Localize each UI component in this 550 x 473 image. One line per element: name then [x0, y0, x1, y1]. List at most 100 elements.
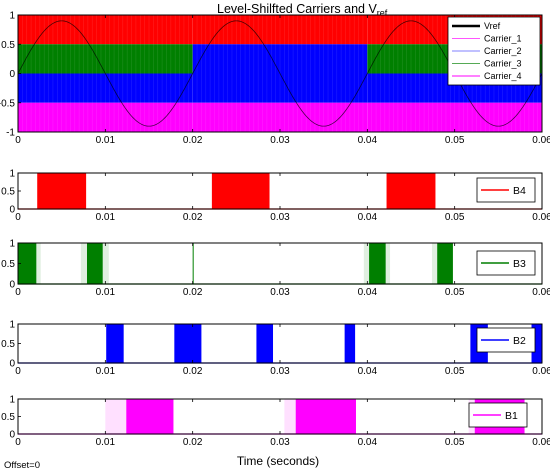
x-tick-label: 0.03 [270, 366, 290, 377]
y-tick-label: 0 [9, 205, 15, 216]
x-tick-label: 0.06 [532, 366, 550, 377]
legend-label: Vref [484, 21, 501, 31]
y-tick-label: 0 [9, 69, 15, 80]
x-tick-label: 0.05 [445, 287, 465, 298]
pulse-bar [126, 399, 174, 434]
x-tick-label: 0.02 [183, 135, 203, 146]
x-tick-label: 0 [15, 135, 21, 146]
pulse-halo [102, 243, 109, 284]
b1-panel: 0 0.01 0.02 0.03 0.04 0.05 0.06 1 0.5 0 B1 [1, 395, 550, 449]
legend: B2 [476, 327, 536, 353]
x-tick-label: 0.04 [358, 366, 378, 377]
pulse-halo [385, 243, 391, 284]
carrier-band [18, 73, 193, 103]
carrier-band [18, 102, 193, 132]
y-tick-label: 0.5 [1, 187, 15, 198]
x-tick-label: 0 [15, 287, 21, 298]
y-tick-label: 0.5 [1, 40, 15, 51]
b2-panel: 0 0.01 0.02 0.03 0.04 0.05 0.06 1 0.5 0 B2 [1, 320, 550, 378]
x-tick-label: 0.05 [445, 135, 465, 146]
x-tick-label: 0.05 [445, 437, 465, 448]
y-tick-label: 0 [9, 430, 15, 441]
x-tick-label: 0.03 [270, 135, 290, 146]
x-tick-label: 0.01 [96, 135, 116, 146]
legend-label: Carrier_1 [484, 34, 522, 44]
pulse-halo [80, 243, 87, 284]
legend: B3 [476, 250, 536, 276]
chart-title-main: Level-Shilfted Carriers and V [217, 2, 377, 16]
y-tick-label: -0.5 [0, 98, 15, 109]
pulse-bar [192, 243, 194, 284]
carrier-band [367, 102, 542, 132]
legend-label: B4 [513, 185, 526, 197]
plot-frame [17, 172, 543, 210]
x-tick-label: 0.05 [445, 366, 465, 377]
y-tick-label: 1 [9, 239, 15, 250]
x-tick-label: 0.06 [532, 287, 550, 298]
carrier-band [18, 44, 193, 74]
pulse-bar [86, 243, 103, 284]
x-tick-label: 0 [15, 366, 21, 377]
offset-label: Offset=0 [4, 460, 40, 471]
x-tick-label: 0.04 [358, 287, 378, 298]
legend-label: B1 [505, 410, 518, 422]
y-tick-label: 0.5 [1, 259, 15, 270]
carrier-band [192, 73, 368, 103]
x-tick-label: 0 [15, 437, 21, 448]
x-tick-label: 0 [15, 212, 21, 223]
x-tick-label: 0.01 [96, 287, 116, 298]
y-tick-label: -1 [6, 128, 15, 139]
pulse-halo [105, 399, 127, 434]
y-tick-label: 0 [9, 280, 15, 291]
legend-label: B3 [513, 258, 526, 270]
pulse-halo [284, 399, 296, 434]
x-tick-label: 0.06 [532, 437, 550, 448]
x-tick-label: 0.04 [358, 135, 378, 146]
plot-frame [17, 323, 543, 364]
legend-label: Carrier_4 [484, 71, 522, 81]
x-tick-label: 0.01 [96, 212, 116, 223]
y-tick-label: 1 [9, 395, 15, 406]
carrier-band [192, 15, 368, 45]
x-tick-label: 0.06 [532, 135, 550, 146]
pulse-bar [344, 324, 356, 363]
x-tick-label: 0.05 [445, 212, 465, 223]
y-tick-label: 0 [9, 359, 15, 370]
pulse-bar [256, 324, 274, 363]
carrier-band [192, 44, 368, 74]
carrier-band [192, 102, 368, 132]
pulse-bar [174, 324, 202, 363]
x-tick-label: 0.02 [183, 287, 203, 298]
legend: Vref Carrier_1 Carrier_2 Carrier_3 Carrier_4 [447, 16, 541, 86]
pulse-halo [431, 243, 438, 284]
x-tick-label: 0.01 [96, 437, 116, 448]
pulse-bar [531, 324, 542, 363]
x-tick-label: 0.04 [358, 437, 378, 448]
y-tick-label: 0.5 [1, 339, 15, 350]
x-tick-label: 0.06 [532, 212, 550, 223]
carriers-panel: 0 0.01 0.02 0.03 0.04 0.05 0.06 1 0.5 0 -0.5 -1 Vref… [0, 11, 550, 147]
pulse-bar [437, 243, 453, 284]
legend-label: Carrier_3 [484, 59, 522, 69]
y-tick-label: 1 [9, 11, 15, 22]
pulse-bar [37, 173, 87, 209]
y-tick-label: 1 [9, 320, 15, 331]
pulse-bar [18, 243, 37, 284]
pulse-bar [386, 173, 436, 209]
x-tick-label: 0.03 [270, 287, 290, 298]
carrier-band [18, 15, 193, 45]
b3-panel: 0 0.01 0.02 0.03 0.04 0.05 0.06 1 0.5 0 B3 [1, 239, 550, 299]
x-tick-label: 0.04 [358, 212, 378, 223]
pulse-bar [211, 173, 270, 209]
plot-frame [17, 398, 543, 435]
legend: B4 [476, 177, 536, 203]
legend: B1 [468, 402, 528, 428]
pulse-halo [363, 243, 370, 284]
x-axis-label: Time (seconds) [237, 454, 319, 468]
pulse-bar [369, 243, 386, 284]
pulse-bar [295, 399, 356, 434]
legend-label: B2 [513, 335, 526, 347]
pulse-bar [106, 324, 124, 363]
x-tick-label: 0.02 [183, 437, 203, 448]
